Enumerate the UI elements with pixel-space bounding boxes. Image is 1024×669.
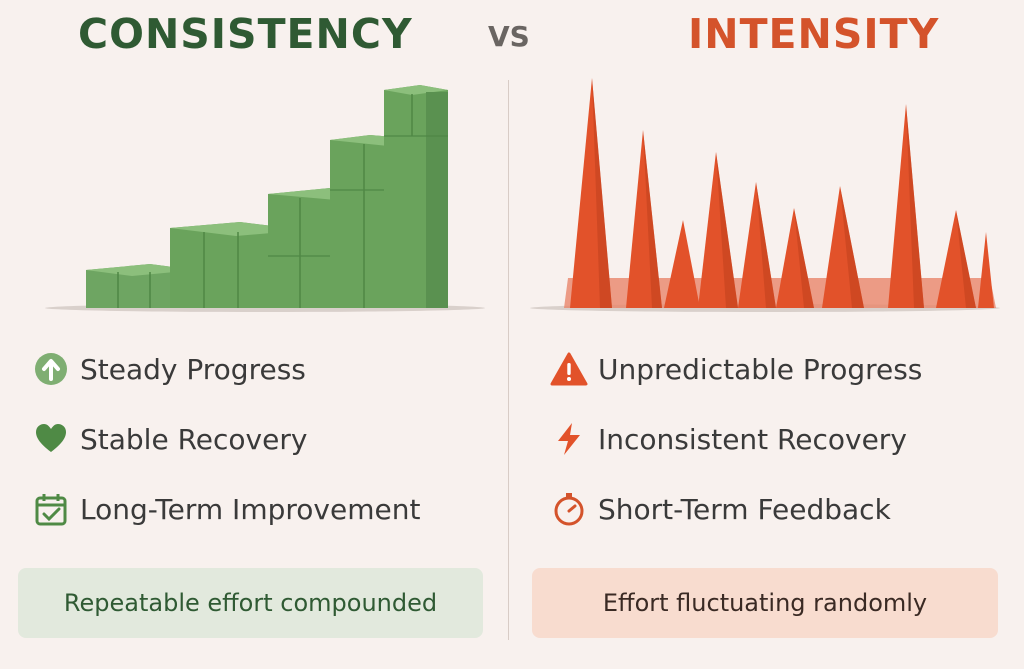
consistency-title: CONSISTENCY — [78, 10, 413, 58]
right-item-label: Short-Term Feedback — [598, 492, 891, 526]
left-item-label: Long-Term Improvement — [80, 492, 421, 526]
right-item-label: Unpredictable Progress — [598, 352, 923, 386]
right-item-3: Short-Term Feedback — [550, 490, 891, 528]
left-item-1: Steady Progress — [32, 350, 306, 388]
warning-icon — [550, 350, 588, 388]
calendar-check-icon — [32, 490, 70, 528]
right-item-label: Inconsistent Recovery — [598, 422, 907, 456]
intensity-title: INTENSITY — [688, 10, 940, 58]
stair-step-1 — [86, 264, 196, 308]
left-item-3: Long-Term Improvement — [32, 490, 420, 528]
spike-shading — [592, 78, 976, 308]
vs-label: VS — [488, 20, 530, 53]
left-item-label: Steady Progress — [80, 352, 306, 386]
left-item-label: Stable Recovery — [80, 422, 308, 456]
heart-icon — [32, 420, 70, 458]
stopwatch-icon — [550, 490, 588, 528]
right-item-2: Inconsistent Recovery — [550, 420, 907, 458]
comparison-illustration — [45, 78, 1000, 312]
arrow-up-circle-icon — [32, 350, 70, 388]
center-divider — [508, 80, 509, 640]
stair-step-5 — [384, 85, 448, 308]
intensity-spikes — [570, 78, 994, 308]
lightning-icon — [550, 420, 588, 458]
intensity-summary: Effort fluctuating randomly — [532, 568, 998, 638]
right-item-1: Unpredictable Progress — [550, 350, 922, 388]
left-item-2: Stable Recovery — [32, 420, 307, 458]
consistency-summary: Repeatable effort compounded — [18, 568, 483, 638]
